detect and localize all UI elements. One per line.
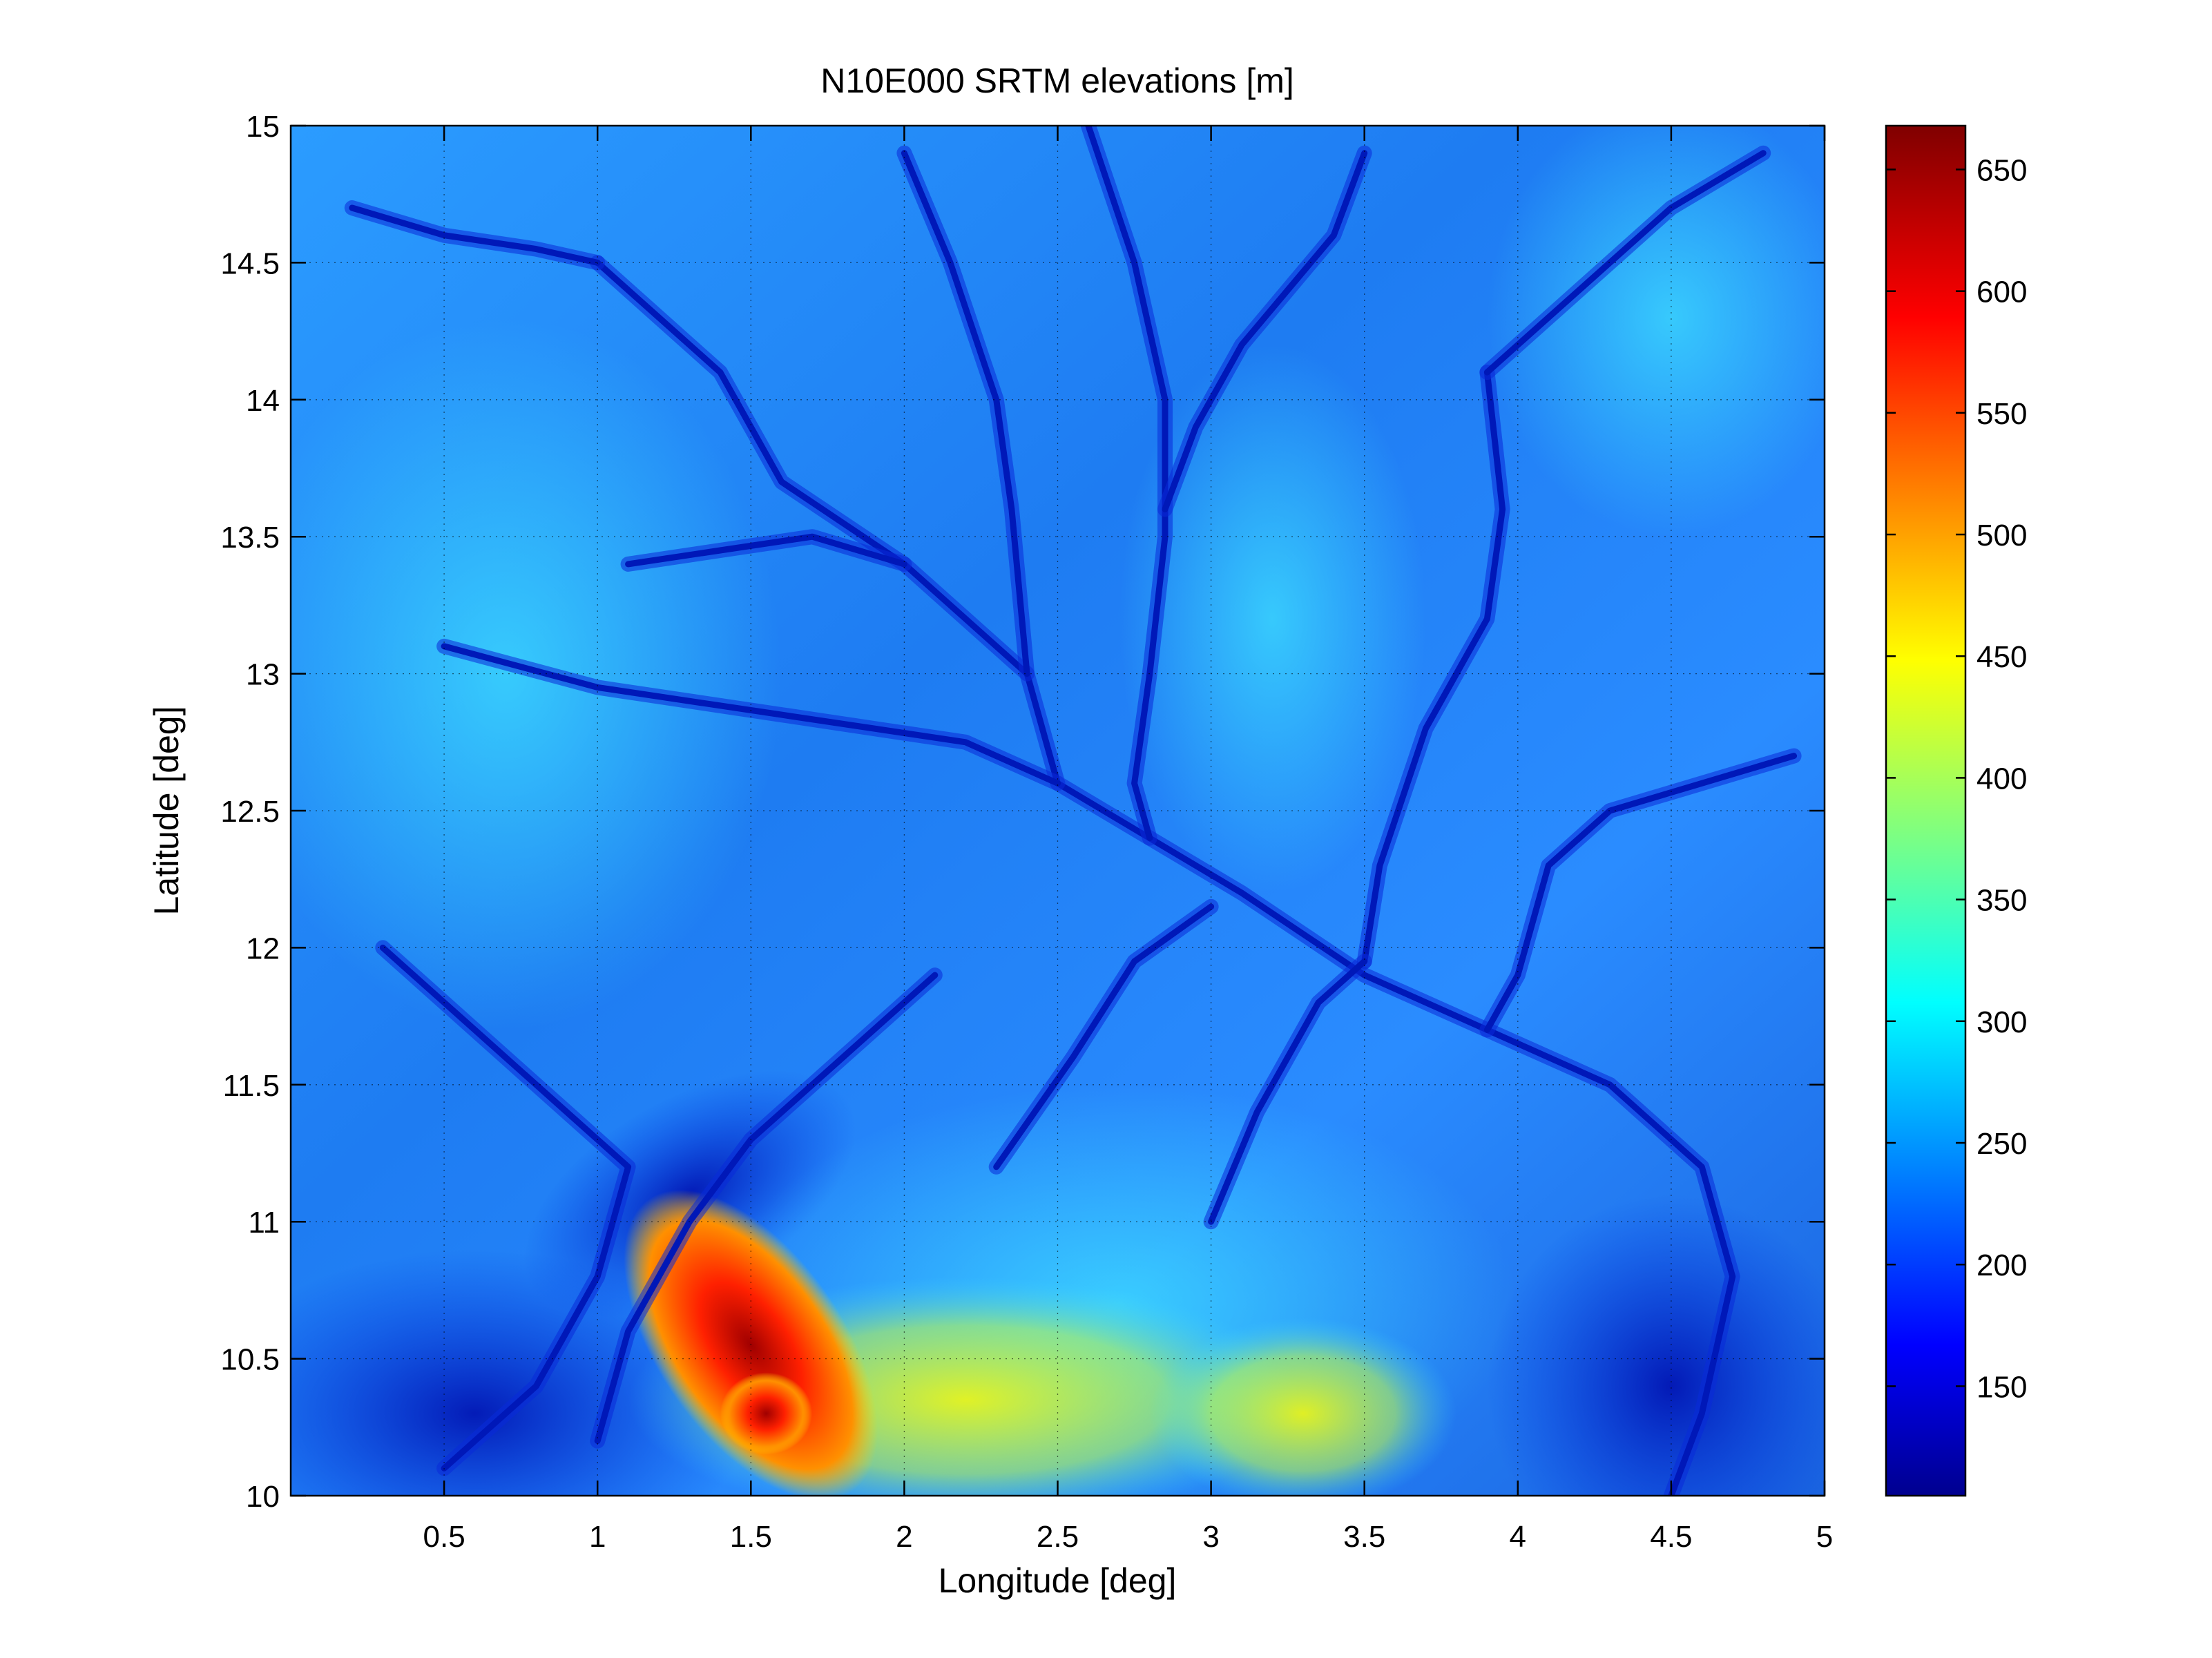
colorbar-tick-label: 500 (1977, 519, 2027, 552)
river-channel-1 (1085, 126, 1168, 842)
river-channel-7 (594, 972, 939, 1445)
colorbar-tick-label: 250 (1977, 1127, 2027, 1161)
river-channel-2 (1162, 150, 1368, 512)
y-tick-label: 14 (246, 384, 280, 418)
river-channel-6 (379, 944, 632, 1472)
colorbar-tick-label: 650 (1977, 153, 2027, 187)
y-tick-label: 11 (248, 1206, 280, 1240)
y-tick-label: 12.5 (220, 795, 280, 829)
y-tick-label: 14.5 (220, 247, 280, 280)
colorbar-tick-label: 300 (1977, 1005, 2027, 1039)
x-tick-label: 4.5 (1650, 1520, 1692, 1554)
x-tick-label: 2.5 (1037, 1520, 1079, 1554)
upland-central (1119, 345, 1426, 894)
x-tick-label: 4 (1510, 1520, 1526, 1554)
colorbar-tick-label: 350 (1977, 884, 2027, 918)
upland-west (291, 317, 782, 1030)
river-channel-5 (349, 204, 601, 266)
river-channel-13 (1208, 958, 1368, 1225)
grid-lines (291, 125, 1825, 1496)
river-channel-11 (993, 903, 1215, 1170)
river-channel-8 (1483, 150, 1767, 376)
x-axis-label: Longitude [deg] (939, 1561, 1177, 1600)
x-tick-label: 2 (896, 1520, 912, 1554)
colorbar-ticks: 150 200 250 300 350 400 450 500 550 600 650 (1886, 153, 2027, 1404)
colorbar-tick-label: 550 (1977, 397, 2027, 431)
x-tick-label: 3.5 (1343, 1520, 1385, 1554)
colorbar: 150 200 250 300 350 400 450 500 550 600 650 (1885, 124, 2027, 1497)
y-tick-label: 10.5 (220, 1343, 280, 1377)
x-tick-label: 3 (1202, 1520, 1219, 1554)
river-channel-9 (625, 533, 907, 568)
y-tick-label: 11.5 (223, 1069, 280, 1103)
plateau-southeast (1149, 1318, 1456, 1496)
colorbar-scale (1885, 124, 1967, 1497)
upland-northeast (1487, 126, 1825, 537)
x-tick-label: 0.5 (423, 1520, 465, 1554)
river-network (344, 126, 1802, 1496)
y-tick-label: 13 (246, 658, 280, 692)
x-tick-label: 1.5 (730, 1520, 772, 1554)
y-tick-label: 13.5 (220, 521, 280, 555)
y-tick-label: 15 (246, 110, 280, 144)
colorbar-tick-label: 150 (1977, 1370, 2027, 1404)
y-axis-label: Latitude [deg] (147, 706, 186, 915)
ridge-peak (720, 1372, 813, 1455)
colorbar-tick-label: 200 (1977, 1249, 2027, 1282)
y-tick-label: 10 (246, 1480, 280, 1514)
river-channel-0 (594, 259, 1736, 1496)
colorbar-tick-label: 400 (1977, 762, 2027, 796)
chart-title: N10E000 SRTM elevations [m] (820, 61, 1294, 100)
colorbar-tick-label: 600 (1977, 276, 2027, 309)
x-tick-label: 5 (1816, 1520, 1833, 1554)
axis-ticks: 0.5 1 1.5 2 2.5 3 3.5 4 4.5 51010.51111.51212.513… (220, 110, 1833, 1554)
lowland-southeast (1487, 1194, 1825, 1496)
elevation-map (291, 126, 1825, 1496)
river-channel-3 (1483, 753, 1798, 1033)
x-tick-label: 1 (589, 1520, 606, 1554)
colorbar-tick-label: 450 (1977, 640, 2027, 674)
y-tick-label: 12 (246, 932, 280, 965)
river-channel-4 (1361, 369, 1506, 965)
river-channel-12 (901, 150, 1030, 677)
